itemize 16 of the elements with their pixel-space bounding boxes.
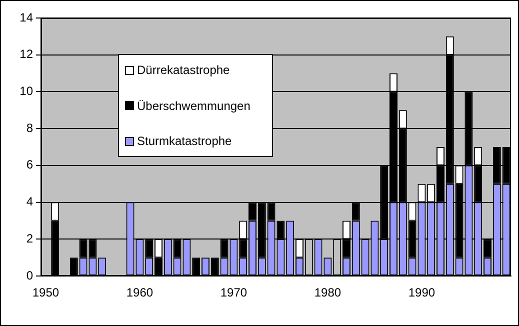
y-tick-label: 2 [26,231,34,246]
legend-label: Dürrekatastrophe [137,63,230,77]
y-tick-label: 10 [20,84,34,98]
y-tick-label: 0 [26,268,34,282]
x-tick-label: 1950 [32,286,60,300]
x-tick-label: 1960 [126,286,154,300]
y-tick-label: 8 [26,120,34,135]
x-tick-label: 1980 [314,286,342,300]
y-tick-label: 12 [20,47,34,62]
x-tick-label: 1990 [408,286,436,300]
y-tick-label: 6 [26,158,34,172]
y-tick-label: 4 [26,194,34,209]
y-tick-label: 14 [20,10,34,24]
legend-label: Überschwemmungen [137,98,250,112]
legend-label: Sturmkatastrophe [137,134,232,148]
x-tick-label: 1970 [220,286,248,300]
